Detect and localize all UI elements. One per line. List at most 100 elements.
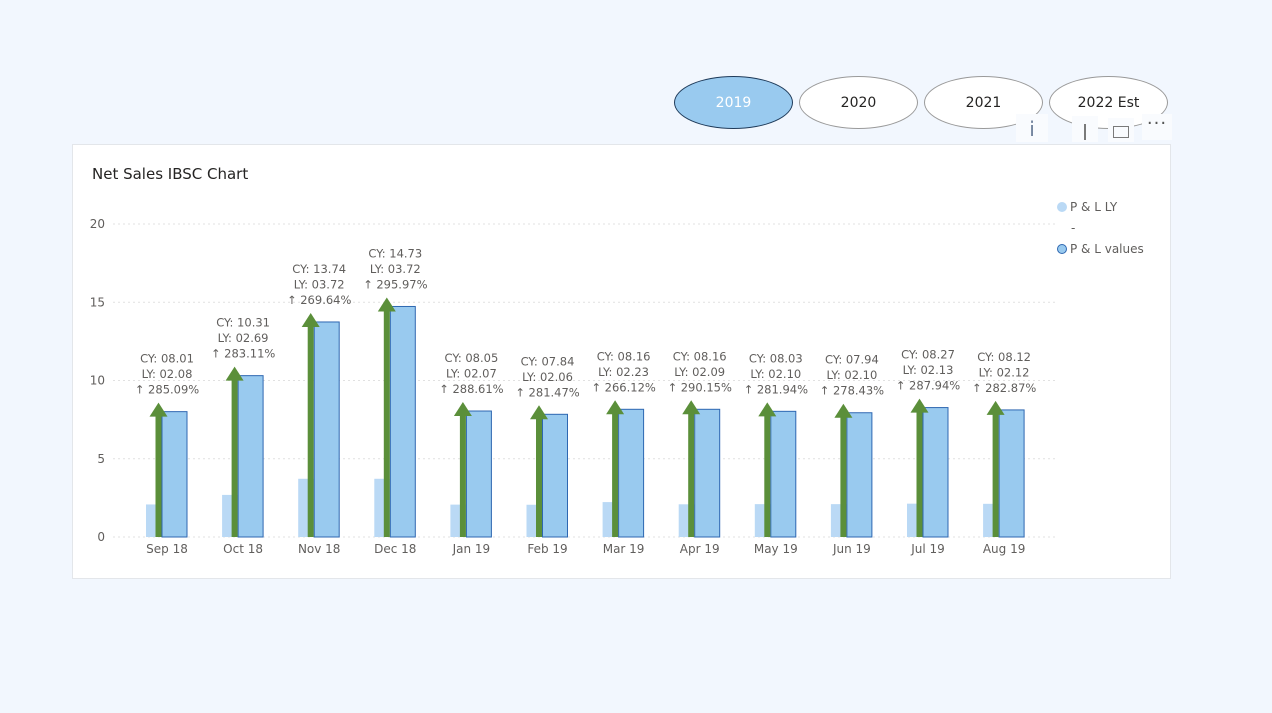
- data-label: CY: 07.94: [825, 353, 879, 367]
- data-label: ↑ 288.61%: [439, 382, 504, 396]
- legend-item-ly[interactable]: P & L LY: [1057, 199, 1144, 215]
- x-tick-label: Apr 19: [680, 542, 720, 556]
- focus-mode-icon[interactable]: [1108, 118, 1134, 142]
- data-label: LY: 02.23: [598, 365, 649, 379]
- slicer-option-2019[interactable]: 2019: [674, 76, 793, 129]
- y-tick-label: 0: [97, 530, 105, 544]
- x-tick-label: May 19: [754, 542, 798, 556]
- change-arrow-shaft: [688, 413, 695, 537]
- chart-title: Net Sales IBSC Chart: [92, 165, 249, 183]
- more-options-icon[interactable]: ···: [1142, 114, 1172, 140]
- change-arrow-head: [910, 398, 929, 413]
- x-tick-label: Jan 19: [452, 542, 491, 556]
- data-label: ↑ 287.94%: [896, 379, 961, 393]
- bar-cy: [770, 410, 797, 538]
- change-arrow-shaft: [840, 416, 847, 537]
- info-icon[interactable]: i: [1016, 114, 1048, 142]
- x-tick-label: Mar 19: [603, 542, 645, 556]
- data-label: CY: 08.16: [673, 349, 727, 363]
- data-label: ↑ 285.09%: [135, 383, 200, 397]
- change-arrow-head: [225, 366, 244, 381]
- chart-card: Net Sales IBSC Chart 0 5 10 15 20 CY: 08.01 LY…: [72, 144, 1171, 579]
- data-label: LY: 02.09: [674, 365, 725, 379]
- data-label: ↑ 290.15%: [667, 380, 732, 394]
- change-arrow-shaft: [459, 415, 466, 537]
- pin-icon[interactable]: [1072, 116, 1098, 142]
- data-label: CY: 10.31: [216, 316, 270, 330]
- change-arrow-shaft: [612, 413, 619, 537]
- change-arrow-shaft: [992, 413, 999, 537]
- bar-cy: [237, 375, 264, 538]
- data-label: LY: 02.69: [218, 331, 269, 345]
- data-label: LY: 02.08: [142, 367, 193, 381]
- data-label: ↑ 281.94%: [744, 382, 809, 396]
- change-arrow-head: [986, 400, 1005, 415]
- data-label: ↑ 283.11%: [211, 347, 276, 361]
- year-slicer: 2019 2020 2021 2022 Est: [674, 76, 1168, 129]
- data-label: LY: 02.10: [750, 367, 801, 381]
- data-label: LY: 02.12: [979, 365, 1030, 379]
- x-tick-label: Sep 18: [146, 542, 188, 556]
- change-arrow-head: [453, 402, 472, 417]
- data-label: ↑ 282.87%: [972, 381, 1037, 395]
- bar-cy: [694, 408, 721, 538]
- bar-cy: [389, 305, 416, 538]
- data-label: LY: 02.10: [826, 368, 877, 382]
- chart-legend: P & L LY - P & L values: [1057, 199, 1144, 257]
- y-tick-label: 5: [97, 452, 105, 466]
- slicer-option-2020[interactable]: 2020: [799, 76, 918, 129]
- data-label: ↑ 295.97%: [363, 277, 428, 291]
- legend-separator: -: [1071, 221, 1076, 235]
- change-arrow-shaft: [231, 379, 238, 537]
- y-tick-label: 20: [90, 217, 105, 231]
- legend-label-ly: P & L LY: [1070, 200, 1118, 214]
- x-tick-label: Feb 19: [527, 542, 567, 556]
- data-label: LY: 02.13: [903, 363, 954, 377]
- data-label: CY: 08.16: [597, 349, 651, 363]
- bar-cy: [846, 412, 873, 538]
- change-arrow-shaft: [383, 310, 390, 537]
- change-arrow-head: [530, 405, 548, 420]
- data-label: LY: 02.06: [522, 370, 573, 384]
- legend-label-values: P & L values: [1070, 242, 1144, 256]
- change-arrow-head: [149, 402, 168, 417]
- data-label: ↑ 278.43%: [820, 384, 885, 398]
- data-label: ↑ 281.47%: [515, 385, 580, 399]
- data-label: CY: 13.74: [292, 262, 346, 276]
- change-arrow-head: [682, 400, 701, 415]
- data-label: CY: 14.73: [368, 246, 422, 260]
- data-label: ↑ 269.64%: [287, 293, 352, 307]
- change-arrow-shaft: [916, 411, 923, 537]
- change-arrow-shaft: [764, 415, 771, 537]
- bar-cy: [998, 409, 1025, 538]
- change-arrow-shaft: [155, 415, 162, 537]
- change-arrow-shaft: [536, 418, 542, 537]
- x-tick-label: Oct 18: [223, 542, 263, 556]
- data-label: CY: 08.03: [749, 351, 803, 365]
- legend-item-values[interactable]: P & L values: [1057, 241, 1144, 257]
- change-arrow-shaft: [307, 325, 314, 537]
- data-label: CY: 08.05: [445, 351, 499, 365]
- bar-cy: [542, 413, 568, 538]
- data-label: CY: 08.01: [140, 352, 194, 366]
- x-tick-label: Aug 19: [983, 542, 1026, 556]
- data-label: ↑ 266.12%: [591, 380, 656, 394]
- data-label: LY: 03.72: [294, 277, 345, 291]
- change-arrow-head: [377, 297, 396, 312]
- data-label: CY: 07.84: [521, 354, 575, 368]
- data-label: CY: 08.27: [901, 348, 955, 362]
- bar-cy: [313, 321, 340, 538]
- y-tick-label: 15: [90, 295, 105, 309]
- data-label: CY: 08.12: [977, 350, 1031, 364]
- legend-swatch-values: [1057, 244, 1067, 254]
- x-tick-label: Nov 18: [298, 542, 341, 556]
- change-arrow-head: [606, 400, 625, 415]
- legend-swatch-ly: [1057, 202, 1067, 212]
- data-label: LY: 02.07: [446, 367, 497, 381]
- x-tick-label: Jul 19: [910, 542, 945, 556]
- change-arrow-head: [301, 312, 320, 327]
- bar-cy: [465, 410, 492, 538]
- y-tick-label: 10: [90, 374, 105, 388]
- x-tick-label: Jun 19: [832, 542, 871, 556]
